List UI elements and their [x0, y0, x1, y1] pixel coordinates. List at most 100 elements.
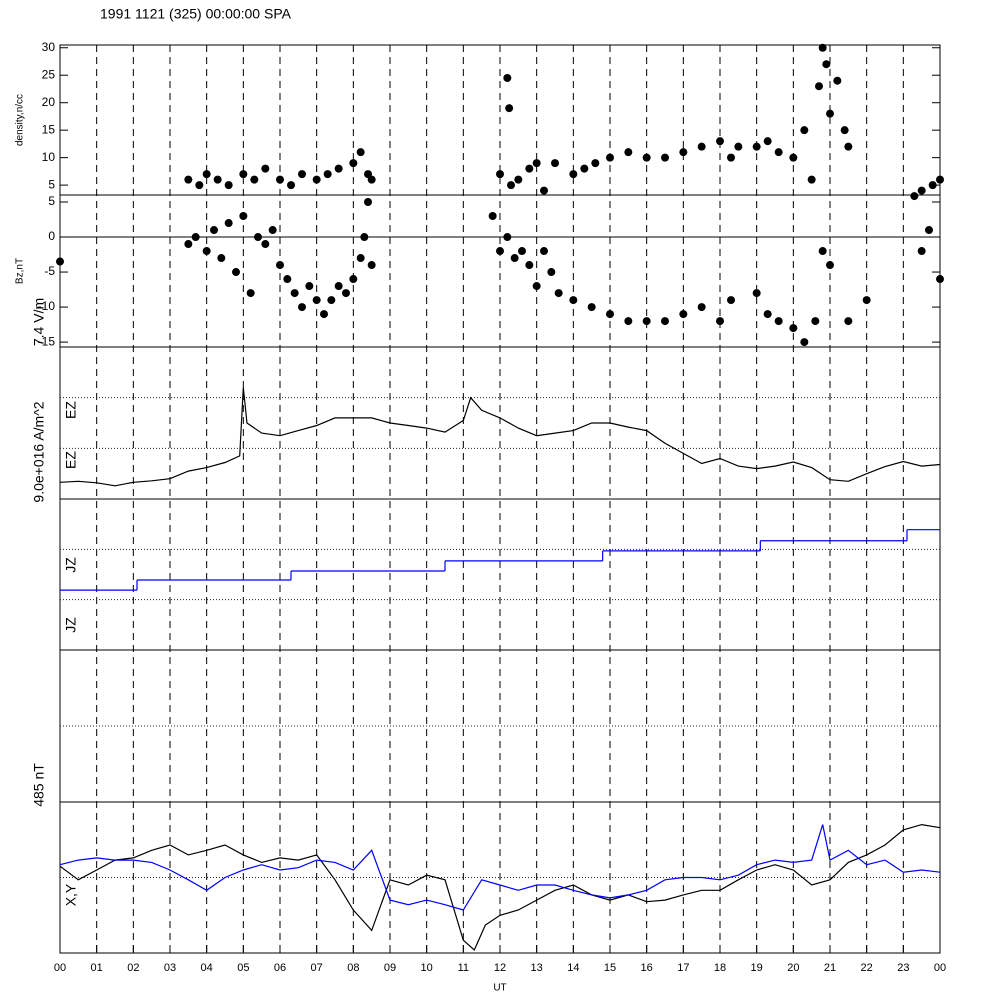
data-point	[540, 247, 548, 256]
data-point	[818, 43, 827, 52]
data-point	[312, 296, 321, 305]
data-point	[569, 170, 578, 179]
data-point	[283, 275, 292, 284]
panel-label: X,Y	[63, 883, 79, 906]
data-point	[606, 153, 614, 162]
x-tick-label: 06	[274, 962, 286, 974]
data-point	[250, 175, 259, 184]
x-tick-label: 19	[751, 962, 763, 974]
data-point	[342, 289, 350, 298]
data-point	[287, 181, 295, 190]
data-point	[232, 268, 240, 277]
data-point	[507, 181, 515, 190]
x-tick-label: 00	[54, 962, 66, 974]
data-point	[184, 240, 193, 249]
data-point	[822, 60, 831, 69]
data-point	[844, 142, 853, 151]
y-axis-label: density,n/cc	[15, 94, 26, 146]
data-point	[532, 159, 541, 168]
scale-label: 485 nT	[31, 763, 47, 807]
data-point	[356, 148, 365, 157]
data-point	[826, 109, 834, 118]
data-point	[213, 175, 222, 184]
data-point	[569, 296, 578, 305]
data-point	[268, 226, 277, 235]
data-point	[734, 142, 743, 151]
x-axis-label: UT	[493, 983, 506, 994]
y-tick-label: 20	[42, 95, 56, 109]
data-point	[239, 212, 248, 221]
x-tick-label: 08	[347, 962, 359, 974]
data-point	[716, 317, 724, 326]
data-point	[254, 233, 262, 242]
data-point	[525, 261, 534, 270]
x-tick-label: 05	[237, 962, 249, 974]
data-point	[624, 317, 633, 326]
x-tick-label: 13	[531, 962, 543, 974]
data-point	[505, 104, 514, 113]
data-point	[503, 233, 512, 242]
data-point	[679, 148, 688, 157]
data-point	[224, 181, 233, 190]
data-point	[364, 198, 372, 207]
data-point	[928, 181, 937, 190]
data-point	[642, 317, 651, 326]
x-tick-label: 23	[897, 962, 909, 974]
data-point	[580, 164, 589, 173]
data-point	[298, 170, 306, 179]
data-point	[587, 303, 596, 312]
y-tick-label: 0	[48, 229, 55, 243]
data-point	[716, 137, 724, 146]
data-point	[327, 296, 336, 305]
x-tick-label: 10	[421, 962, 433, 974]
data-point	[727, 153, 735, 162]
x-tick-label: 16	[641, 962, 653, 974]
data-point	[862, 296, 871, 305]
data-point	[360, 233, 369, 242]
panel-label: JZ	[63, 557, 79, 573]
data-point	[261, 240, 270, 249]
data-point	[661, 153, 669, 162]
x-tick-label: 07	[311, 962, 323, 974]
data-point	[910, 192, 919, 201]
data-point	[356, 254, 365, 263]
data-point	[936, 275, 944, 284]
data-point	[496, 170, 504, 179]
data-point	[184, 175, 193, 184]
data-point	[774, 148, 783, 157]
panel-label: EZ	[63, 401, 79, 419]
data-point	[925, 226, 933, 235]
data-point	[202, 170, 211, 179]
data-point	[752, 142, 761, 151]
data-point	[195, 181, 204, 190]
data-point	[547, 268, 556, 277]
y-tick-label: 10	[42, 150, 56, 164]
x-tick-label: 04	[201, 962, 213, 974]
data-point	[224, 219, 233, 228]
data-point	[349, 275, 358, 284]
x-tick-label: 15	[604, 962, 616, 974]
data-point	[697, 142, 706, 151]
data-point	[514, 175, 523, 184]
y-axis-label: Bz,nT	[15, 258, 26, 284]
data-point	[679, 310, 688, 319]
data-point	[323, 170, 332, 179]
data-point	[334, 164, 343, 173]
data-point	[774, 317, 783, 326]
data-point	[697, 303, 706, 312]
y-tick-label: 5	[48, 194, 55, 208]
data-point	[334, 282, 343, 291]
data-point	[239, 170, 248, 179]
x-tick-label: 20	[787, 962, 799, 974]
data-point	[276, 175, 284, 184]
data-point	[298, 303, 306, 312]
data-point	[290, 289, 299, 298]
x-tick-label: 14	[567, 962, 579, 974]
data-point	[503, 73, 512, 82]
x-tick-label: 21	[824, 962, 836, 974]
data-point	[210, 226, 218, 235]
y-tick-label: -15	[38, 334, 56, 348]
data-point	[818, 247, 827, 256]
data-point	[367, 261, 376, 270]
